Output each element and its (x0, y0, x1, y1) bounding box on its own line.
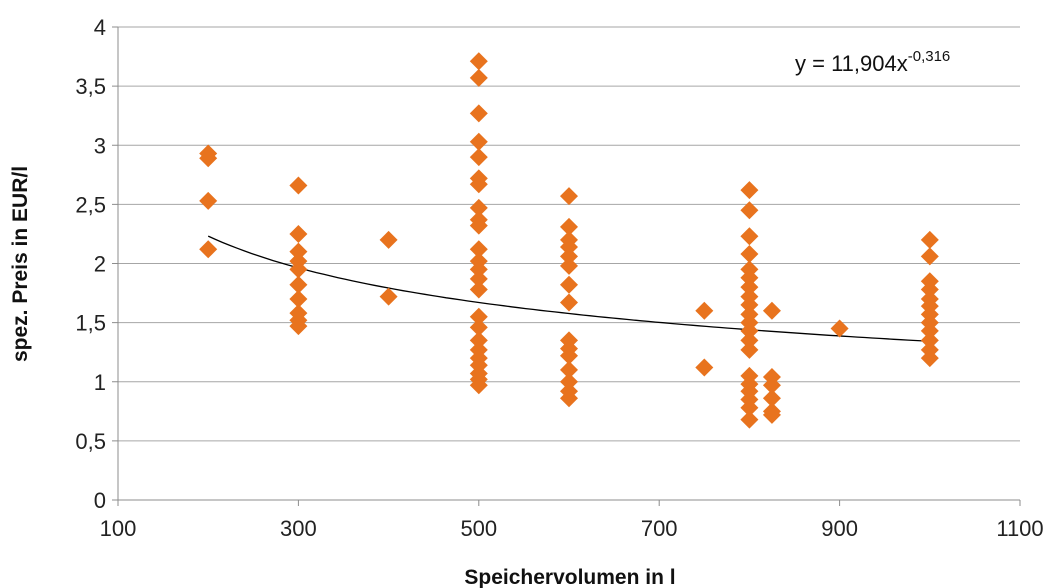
data-point (740, 201, 759, 220)
x-tick-label: 900 (821, 516, 858, 541)
data-point (469, 318, 488, 337)
data-point (740, 398, 759, 417)
data-point (740, 278, 759, 297)
data-point (289, 224, 308, 243)
trendline-equation: y = 11,904x-0,316 (795, 48, 950, 76)
y-axis-title: spez. Preis in EUR/l (9, 166, 32, 362)
data-point (920, 230, 939, 249)
x-tick-label: 100 (100, 516, 137, 541)
data-point (469, 331, 488, 350)
data-point (560, 187, 578, 206)
data-point (469, 216, 488, 235)
data-point (762, 389, 781, 408)
data-point (469, 376, 488, 395)
data-point (740, 227, 759, 246)
data-point (469, 198, 488, 217)
data-point (762, 405, 781, 424)
data-point (920, 349, 939, 368)
data-point (740, 181, 759, 200)
data-point (469, 148, 488, 167)
data-point (920, 280, 939, 299)
data-point (199, 191, 218, 210)
data-point (740, 295, 759, 314)
data-point (920, 321, 939, 340)
data-point (469, 260, 488, 279)
y-tick-label: 4 (94, 15, 106, 40)
axes (112, 26, 1021, 506)
data-point (289, 289, 308, 308)
data-point (560, 256, 578, 275)
data-point (199, 240, 218, 259)
y-tick-label: 0,5 (75, 429, 106, 454)
y-tick-label: 3 (94, 133, 106, 158)
data-point (469, 240, 488, 259)
data-point (289, 242, 308, 261)
x-tick-label: 300 (280, 516, 317, 541)
data-point (740, 340, 759, 359)
data-point (289, 260, 308, 279)
y-tick-label: 2 (94, 252, 106, 277)
data-point (469, 104, 488, 123)
data-point (469, 280, 488, 299)
x-tick-labels: 100 300 500 700 900 1100 (100, 516, 1044, 541)
y-tick-label: 1,5 (75, 311, 106, 336)
data-point (740, 331, 759, 350)
data-point (469, 175, 488, 194)
x-tick-label: 700 (641, 516, 678, 541)
data-point (560, 293, 578, 312)
data-point (695, 358, 714, 377)
data-point (469, 68, 488, 87)
data-point (560, 372, 578, 391)
data-point (560, 360, 578, 379)
data-point (469, 132, 488, 151)
data-point (740, 321, 759, 340)
data-point (740, 268, 759, 287)
data-points (199, 52, 939, 429)
data-point (762, 301, 781, 320)
x-tick-label: 500 (460, 516, 497, 541)
data-point (695, 301, 714, 320)
data-point (740, 410, 759, 429)
y-tick-label: 2,5 (75, 192, 106, 217)
y-tick-label: 1 (94, 370, 106, 395)
y-tick-label: 0 (94, 488, 106, 513)
data-point (199, 149, 218, 168)
data-point (469, 269, 488, 288)
data-point (289, 275, 308, 294)
data-point (469, 52, 488, 71)
data-point (469, 307, 488, 326)
data-point (379, 287, 398, 306)
data-point (762, 376, 781, 395)
data-point (560, 217, 578, 236)
data-point (289, 317, 308, 336)
data-point (920, 331, 939, 350)
data-point (379, 230, 398, 249)
y-tick-label: 3,5 (75, 74, 106, 99)
data-point (560, 389, 578, 408)
data-point (560, 275, 578, 294)
data-point (560, 346, 578, 365)
data-point (560, 237, 578, 256)
data-point (560, 247, 578, 266)
data-point (740, 245, 759, 264)
y-tick-labels: 0 0,5 1 1,5 2 2,5 3 3,5 4 (75, 15, 106, 513)
x-tick-label: 1100 (996, 516, 1043, 541)
trendline (207, 235, 930, 342)
data-point (289, 176, 308, 195)
data-point (830, 319, 849, 338)
data-point (920, 247, 939, 266)
x-axis-title: Speichervolumen in l (464, 566, 675, 588)
